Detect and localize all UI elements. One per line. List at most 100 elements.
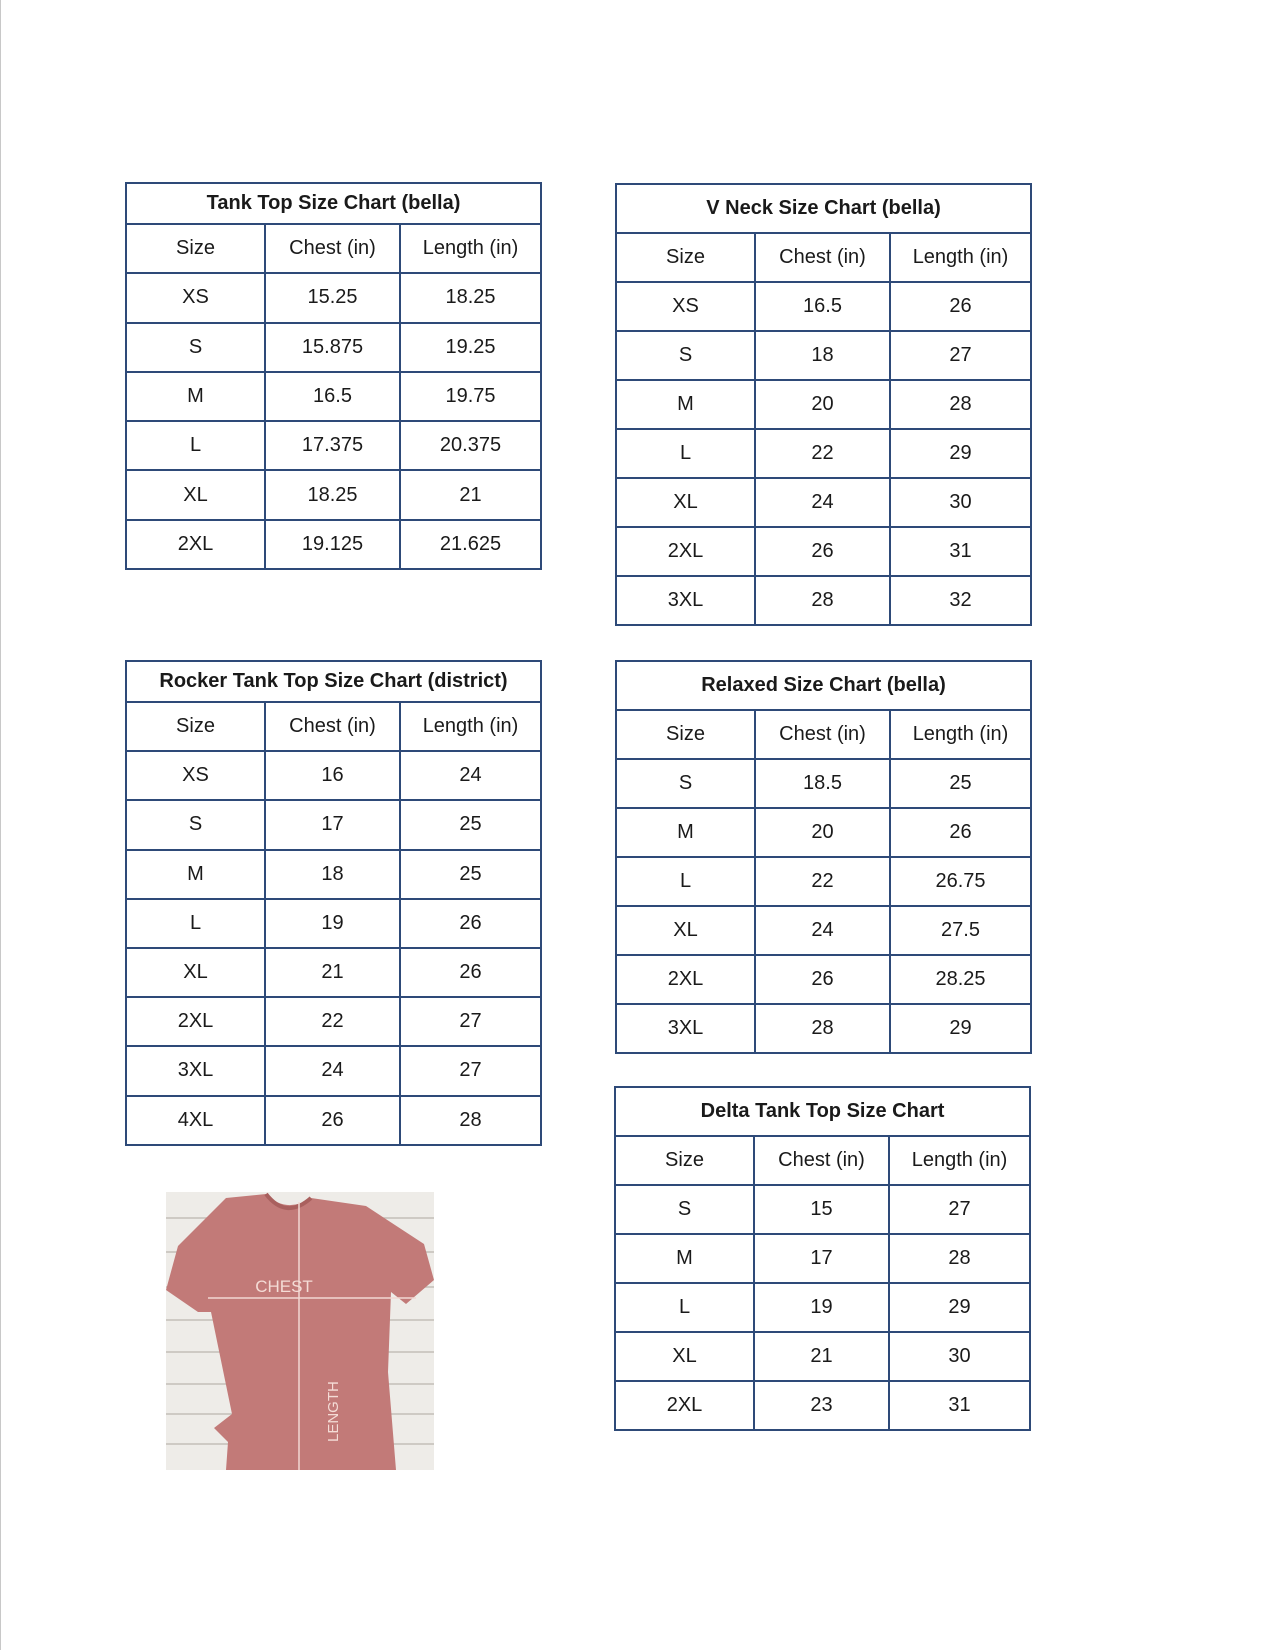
length-cell: 27	[887, 1184, 1032, 1235]
table-row: 4XL 26 28	[125, 1094, 542, 1146]
column-header: Length (in)	[887, 1135, 1032, 1186]
column-header: Size	[615, 232, 756, 283]
column-header: Length (in)	[888, 709, 1033, 760]
chest-cell: 22	[264, 996, 401, 1048]
chest-cell: 17	[753, 1233, 890, 1284]
table-row: L 22 29	[615, 428, 1032, 479]
length-cell: 27	[399, 996, 542, 1048]
table-row: XS 16 24	[125, 750, 542, 802]
size-chart-relaxed-bella: Relaxed Size Chart (bella) Size Chest (in)…	[614, 660, 1033, 1054]
chest-cell: 23	[753, 1380, 890, 1431]
size-cell: L	[615, 428, 756, 479]
table-row: XL 21 30	[614, 1331, 1032, 1382]
chest-cell: 20	[754, 807, 891, 858]
size-cell: S	[125, 321, 266, 373]
chest-cell: 22	[754, 428, 891, 479]
table-row: XS 15.25 18.25	[125, 272, 543, 324]
chest-cell: 24	[264, 1045, 401, 1097]
size-cell: XS	[615, 281, 756, 332]
tshirt-shape	[166, 1194, 434, 1470]
length-cell: 30	[887, 1331, 1032, 1382]
chest-cell: 19	[753, 1282, 890, 1333]
table-row: L 19 26	[125, 897, 542, 949]
size-cell: 3XL	[125, 1045, 266, 1097]
column-header: Size	[615, 709, 756, 760]
table-row: XL 24 30	[615, 477, 1032, 528]
column-header: Chest (in)	[754, 232, 891, 283]
size-cell: M	[125, 848, 266, 900]
size-cell: L	[125, 897, 266, 949]
chest-label: CHEST	[255, 1277, 313, 1296]
column-header: Chest (in)	[264, 700, 401, 753]
size-cell: S	[125, 799, 266, 851]
size-cell: 2XL	[125, 518, 266, 571]
chest-cell: 22	[754, 856, 891, 907]
table-row: S 17 25	[125, 799, 542, 851]
length-cell: 31	[889, 526, 1032, 577]
chest-cell: 16.5	[264, 370, 401, 423]
length-cell: 24	[399, 750, 542, 802]
size-cell: XS	[125, 750, 266, 802]
header-row: Size Chest (in) Length (in)	[125, 222, 543, 275]
size-cell: S	[614, 1184, 755, 1235]
chest-cell: 15	[753, 1184, 890, 1235]
chest-cell: 17.375	[264, 420, 401, 472]
chest-cell: 21	[264, 946, 401, 999]
chest-cell: 16.5	[754, 281, 891, 332]
table-row: 2XL 23 31	[614, 1380, 1032, 1431]
table-row: L 17.375 20.375	[125, 420, 543, 472]
length-cell: 25	[888, 758, 1033, 809]
length-cell: 20.375	[398, 420, 543, 472]
column-header: Size	[614, 1135, 755, 1186]
chart-title: Rocker Tank Top Size Chart (district)	[125, 660, 542, 703]
size-chart-v-neck-bella: V Neck Size Chart (bella) Size Chest (in) L…	[615, 183, 1032, 626]
table-row: S 15.875 19.25	[125, 321, 543, 373]
size-cell: L	[125, 420, 266, 472]
size-cell: L	[614, 1282, 755, 1333]
column-header: Size	[125, 700, 266, 753]
chest-cell: 19	[264, 897, 401, 949]
size-cell: XL	[615, 477, 756, 528]
table-row: M 18 25	[125, 848, 542, 900]
chest-cell: 28	[754, 575, 891, 626]
table-row: M 20 26	[615, 807, 1033, 858]
size-cell: M	[125, 370, 266, 423]
size-cell: XL	[125, 946, 266, 999]
table-row: 2XL 19.125 21.625	[125, 518, 543, 571]
length-cell: 21	[398, 469, 543, 521]
length-cell: 28	[399, 1094, 542, 1146]
size-chart-tank-top-bella: Tank Top Size Chart (bella) Size Chest (in…	[124, 182, 543, 571]
size-cell: L	[615, 856, 756, 907]
column-header: Chest (in)	[754, 709, 891, 760]
length-cell: 29	[888, 1003, 1033, 1054]
table-row: S 15 27	[614, 1184, 1032, 1235]
column-header: Length (in)	[398, 222, 543, 275]
length-cell: 27.5	[888, 905, 1033, 956]
size-chart-delta-tank: Delta Tank Top Size Chart Size Chest (in) L…	[613, 1086, 1032, 1431]
table-row: M 20 28	[615, 379, 1032, 430]
size-cell: 3XL	[615, 1003, 756, 1054]
size-cell: M	[614, 1233, 755, 1284]
table-row: 2XL 26 28.25	[615, 954, 1033, 1005]
length-cell: 25	[399, 799, 542, 851]
chest-cell: 18	[754, 330, 891, 381]
chest-cell: 26	[754, 954, 891, 1005]
length-cell: 18.25	[398, 272, 543, 324]
size-chart-rocker-tank-district: Rocker Tank Top Size Chart (district) Siz…	[125, 660, 542, 1146]
length-cell: 28.25	[888, 954, 1033, 1005]
chest-cell: 28	[754, 1003, 891, 1054]
table-row: 3XL 28 29	[615, 1003, 1033, 1054]
size-cell: 4XL	[125, 1094, 266, 1146]
size-cell: M	[615, 379, 756, 430]
column-header: Chest (in)	[753, 1135, 890, 1186]
chart-title: V Neck Size Chart (bella)	[615, 183, 1032, 234]
length-cell: 26	[889, 281, 1032, 332]
size-cell: 2XL	[615, 954, 756, 1005]
length-cell: 30	[889, 477, 1032, 528]
table-row: 2XL 22 27	[125, 996, 542, 1048]
table-row: 2XL 26 31	[615, 526, 1032, 577]
chest-cell: 18	[264, 848, 401, 900]
table-row: M 17 28	[614, 1233, 1032, 1284]
tshirt-measurement-photo: CHEST LENGTH	[166, 1192, 434, 1470]
column-header: Length (in)	[399, 700, 542, 753]
